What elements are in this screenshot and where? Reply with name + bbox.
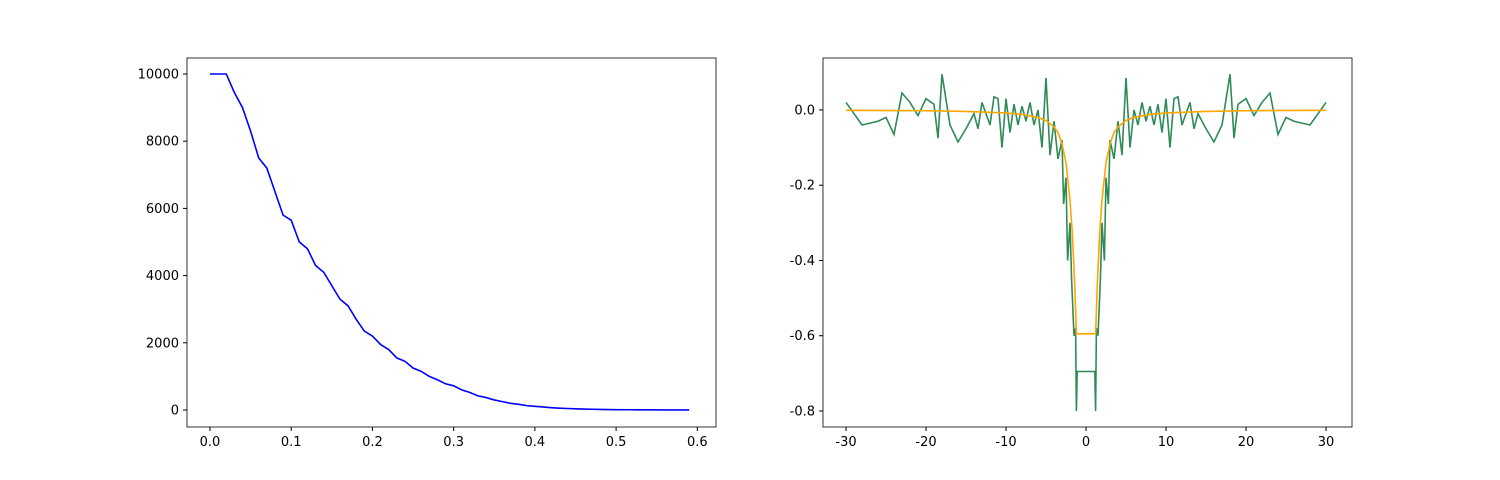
y-tick-label: -0.2 [790, 179, 815, 194]
x-tick-label: 0.1 [281, 435, 302, 450]
x-tick-label: 0.0 [200, 435, 221, 450]
x-tick-label: 0.2 [362, 435, 383, 450]
x-tick-label: 0.4 [525, 435, 546, 450]
plot-frame [186, 57, 717, 428]
y-tick-label: -0.8 [790, 405, 815, 420]
y-tick-label: -0.4 [790, 254, 815, 269]
line-series [209, 73, 690, 411]
x-tick-label: 10 [1158, 435, 1175, 450]
x-tick-label: 30 [1318, 435, 1335, 450]
y-tick-label: 0 [171, 403, 179, 418]
x-tick-label: 0.3 [443, 435, 464, 450]
plot-frame [822, 57, 1353, 428]
line-series [845, 74, 1327, 412]
line-series [845, 109, 1327, 335]
y-tick-label: 4000 [146, 269, 179, 284]
y-tick-label: 8000 [146, 135, 179, 150]
y-tick-label: -0.6 [790, 329, 815, 344]
x-tick-label: 0.6 [687, 435, 708, 450]
y-tick-label: 6000 [146, 202, 179, 217]
x-tick-label: -30 [835, 435, 856, 450]
y-tick-label: 0.0 [794, 103, 815, 118]
x-tick-label: 0.5 [606, 435, 627, 450]
y-tick-label: 2000 [146, 336, 179, 351]
x-tick-label: -10 [995, 435, 1016, 450]
x-tick-label: 0 [1082, 435, 1090, 450]
x-tick-label: -20 [915, 435, 936, 450]
x-tick-label: 20 [1238, 435, 1255, 450]
y-tick-label: 10000 [138, 67, 179, 82]
